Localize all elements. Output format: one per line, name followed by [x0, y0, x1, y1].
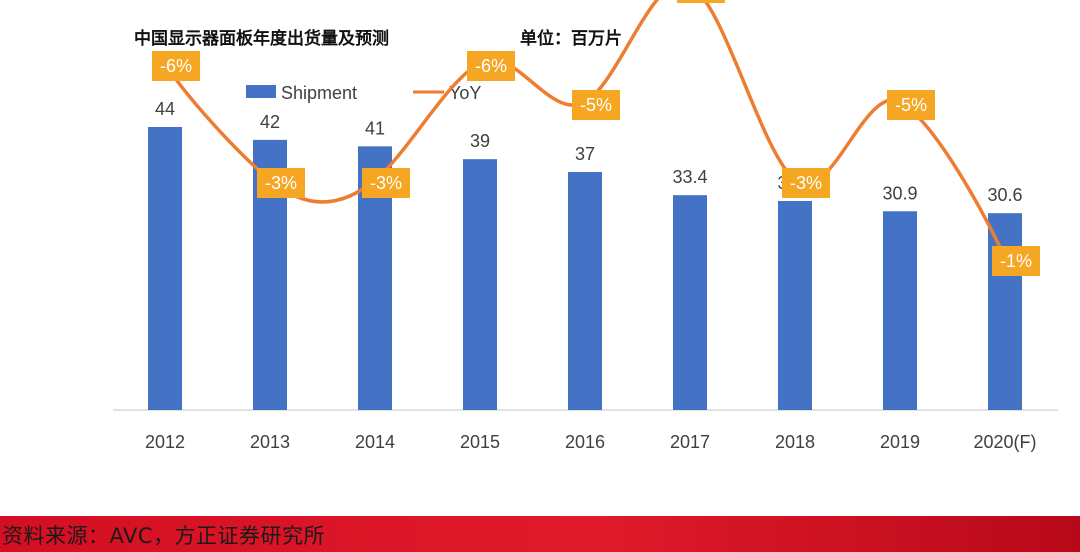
- x-tick-label: 2015: [460, 432, 500, 452]
- bar-value-label: 42: [260, 112, 280, 132]
- yoy-label-box: [362, 168, 410, 198]
- x-tick-label: 2018: [775, 432, 815, 452]
- bar-value-label: 30.6: [987, 185, 1022, 205]
- yoy-value-label: -6%: [467, 51, 515, 81]
- chart: Shipment YoY 444241393733.432.530.930.6 …: [113, 0, 1058, 452]
- bar-value-label: 37: [575, 144, 595, 164]
- x-tick-label: 2019: [880, 432, 920, 452]
- x-tick-label: 2012: [145, 432, 185, 452]
- yoy-value-label: -3%: [257, 168, 305, 198]
- legend-label-yoy: YoY: [449, 83, 481, 103]
- bar-2020(F): [988, 213, 1022, 410]
- unit-label: 单位：百万片: [520, 29, 622, 49]
- yoy-label-box: [152, 51, 200, 81]
- yoy-label-box: [677, 0, 725, 3]
- x-tick-label: 2016: [565, 432, 605, 452]
- legend-swatch-shipment: [246, 85, 276, 98]
- bar-value-label: 41: [365, 118, 385, 138]
- chart-title: 中国显示器面板年度出货量及预测: [134, 29, 389, 49]
- yoy-value-label: -5%: [887, 90, 935, 120]
- yoy-label-text: -5%: [895, 95, 927, 115]
- x-tick-label: 2017: [670, 432, 710, 452]
- x-tick-label: 2013: [250, 432, 290, 452]
- source-footer: 资料来源：AVC，方正证券研究所: [0, 516, 1080, 552]
- yoy-label-box: [887, 90, 935, 120]
- yoy-label-text: -3%: [265, 173, 297, 193]
- yoy-value-label: -3%: [362, 168, 410, 198]
- bar-value-label: 30.9: [882, 183, 917, 203]
- yoy-label-text: -6%: [475, 56, 507, 76]
- yoy-label-text: -1%: [1000, 251, 1032, 271]
- yoy-value-label: -1%: [992, 246, 1040, 276]
- bar-2018: [778, 200, 812, 410]
- x-tick-label: 2020(F): [973, 432, 1036, 452]
- yoy-label-box: [257, 168, 305, 198]
- x-tick-labels: 2012 2013 2014 2015 2016 2017 2018 2019 2020(F): [145, 432, 1037, 452]
- legend-label-shipment: Shipment: [281, 83, 357, 103]
- yoy-label-text: -6%: [160, 56, 192, 76]
- bar-2017: [673, 195, 707, 410]
- yoy-value-label: -3%: [782, 168, 830, 198]
- yoy-label-text: -3%: [370, 173, 402, 193]
- yoy-value-label: -8%: [677, 0, 725, 3]
- bar-value-label: 39: [470, 131, 490, 151]
- yoy-label-box: [992, 246, 1040, 276]
- bar-2015: [463, 159, 497, 410]
- bar-2012: [148, 127, 182, 410]
- yoy-value-label: -5%: [572, 90, 620, 120]
- yoy-label-text: -3%: [790, 173, 822, 193]
- yoy-label-text: -5%: [580, 95, 612, 115]
- yoy-label-box: [572, 90, 620, 120]
- legend: Shipment YoY: [246, 83, 481, 103]
- yoy-label-box: [467, 51, 515, 81]
- yoy-label-box: [782, 168, 830, 198]
- yoy-value-label: -6%: [152, 51, 200, 81]
- bar-value-label: 44: [155, 99, 175, 119]
- bar-value-label: 33.4: [672, 167, 707, 187]
- yoy-line: [163, 0, 1007, 259]
- bar-2019: [883, 211, 917, 410]
- bar-2016: [568, 172, 602, 410]
- x-tick-label: 2014: [355, 432, 395, 452]
- yoy-labels: -6% -3% -3% -6% -5% -8% -3% -5% -1%: [152, 0, 1040, 276]
- source-text: 资料来源：AVC，方正证券研究所: [2, 524, 326, 548]
